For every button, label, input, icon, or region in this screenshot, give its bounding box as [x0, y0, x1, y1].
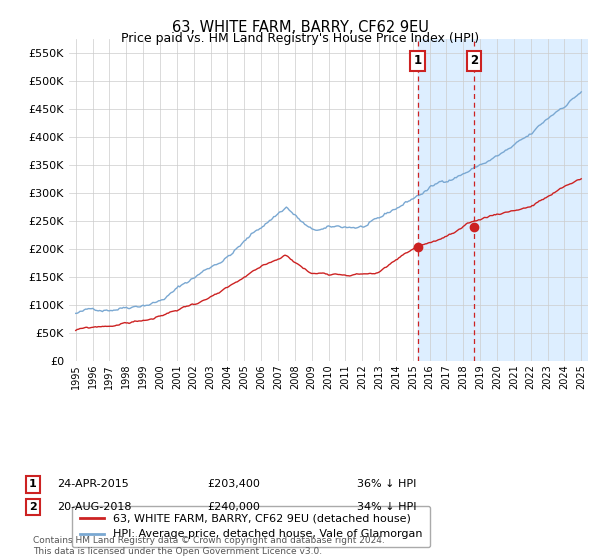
- Text: 2: 2: [470, 54, 478, 67]
- Text: 63, WHITE FARM, BARRY, CF62 9EU: 63, WHITE FARM, BARRY, CF62 9EU: [172, 20, 428, 35]
- Text: 1: 1: [413, 54, 422, 67]
- Text: Contains HM Land Registry data © Crown copyright and database right 2024.
This d: Contains HM Land Registry data © Crown c…: [33, 536, 385, 556]
- Text: £203,400: £203,400: [207, 479, 260, 489]
- Text: 20-AUG-2018: 20-AUG-2018: [57, 502, 131, 512]
- Text: 1: 1: [29, 479, 37, 489]
- Text: 24-APR-2015: 24-APR-2015: [57, 479, 129, 489]
- Legend: 63, WHITE FARM, BARRY, CF62 9EU (detached house), HPI: Average price, detached h: 63, WHITE FARM, BARRY, CF62 9EU (detache…: [72, 506, 430, 547]
- Text: Price paid vs. HM Land Registry's House Price Index (HPI): Price paid vs. HM Land Registry's House …: [121, 32, 479, 45]
- Text: 36% ↓ HPI: 36% ↓ HPI: [357, 479, 416, 489]
- Text: £240,000: £240,000: [207, 502, 260, 512]
- Text: 34% ↓ HPI: 34% ↓ HPI: [357, 502, 416, 512]
- Bar: [418, 39, 588, 361]
- Text: 2: 2: [29, 502, 37, 512]
